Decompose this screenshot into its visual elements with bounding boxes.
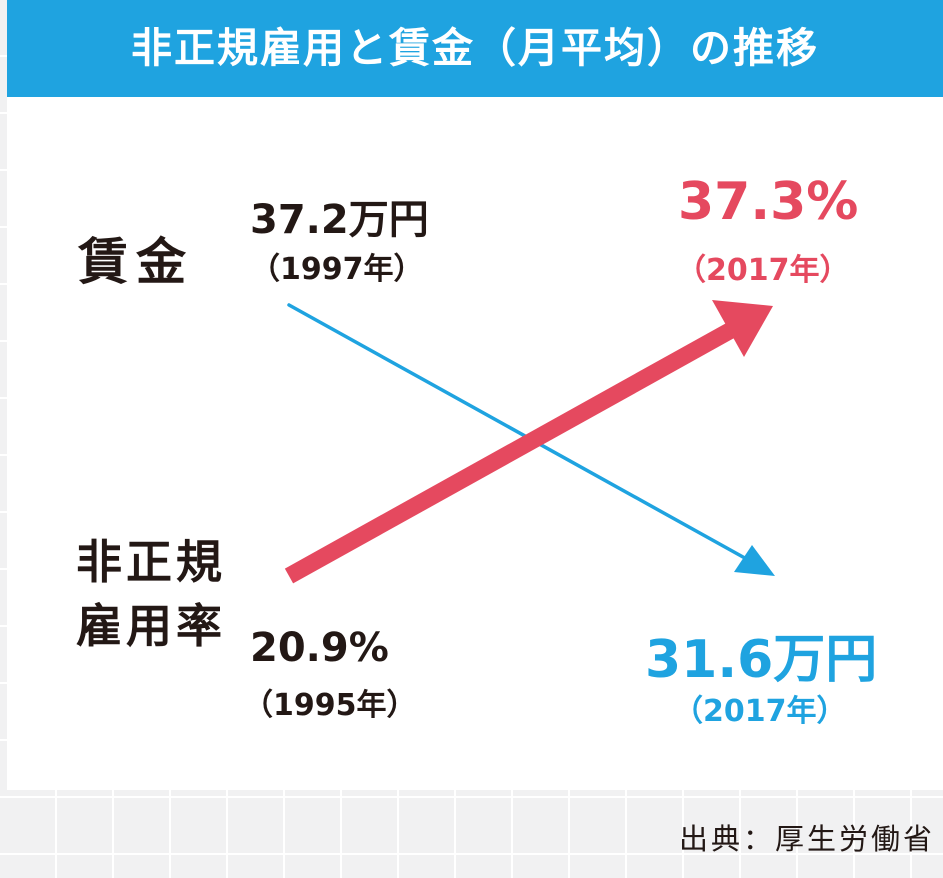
wage-row-label: 賃金: [78, 233, 194, 291]
wage-trend-line: [287, 303, 754, 564]
chart-panel: [7, 97, 943, 790]
wage-end-value: 31.6万円: [645, 630, 878, 690]
chart-title: 非正規雇用と賃金（月平均）の推移: [131, 24, 819, 72]
source-note: 出典：厚生労働省: [678, 822, 935, 856]
wage-trend-arrowhead: [734, 545, 775, 576]
nonregular-row-label-line1: 非正規: [76, 535, 226, 589]
title-bar: 非正規雇用と賃金（月平均）の推移: [7, 0, 943, 97]
nonregular-row-label-line2: 雇用率: [76, 599, 226, 653]
nonregular-trend-arrowhead: [712, 300, 773, 357]
wage-start-value: 37.2万円: [250, 197, 429, 243]
nonregular-end-year: （2017年）: [676, 253, 850, 288]
wage-end-year: （2017年）: [673, 694, 847, 729]
wage-start-year: （1997年）: [250, 252, 424, 287]
nonregular-trend-line: [284, 316, 747, 584]
nonregular-end-value: 37.3%: [678, 172, 859, 232]
nonregular-start-value: 20.9%: [250, 625, 389, 671]
nonregular-start-year: （1995年）: [243, 688, 417, 723]
